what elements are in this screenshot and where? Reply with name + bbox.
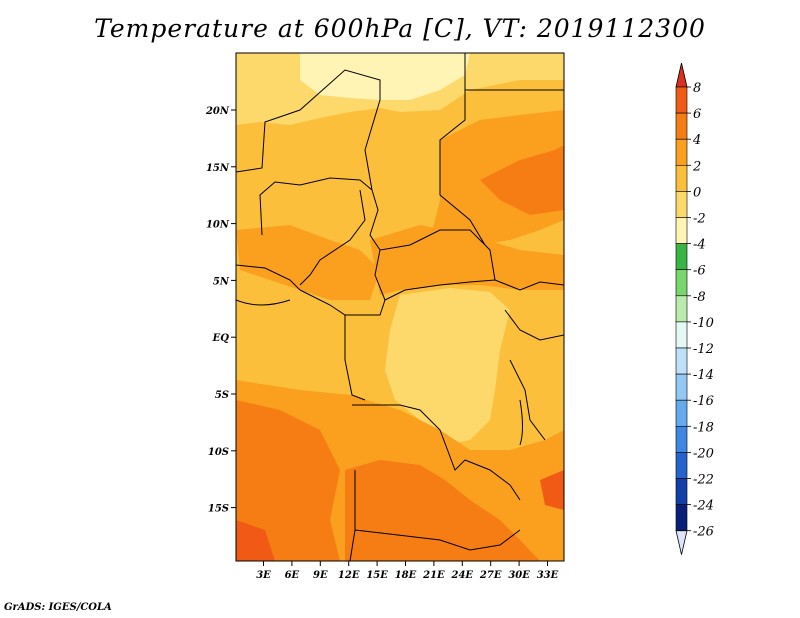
colorbar-bottom-triangle [675, 530, 688, 555]
colorbar-label: -26 [693, 525, 714, 540]
field-4-to-6-sudan [480, 145, 564, 215]
longitude-axis: 3E 6E 9E 12E 15E 18E 21E 24E 27E 30E 33E [256, 561, 559, 581]
colorbar-label: -6 [693, 264, 706, 279]
colorbar-segment [675, 165, 688, 192]
colorbar-top-triangle [675, 62, 688, 88]
field-6-to-8-southwest [236, 520, 275, 561]
colorbar: 8 6 4 2 0 -2 -4 -6 -8 -10 -12 -14 -16 -18 -20 -22 -24 -26 [675, 62, 714, 555]
colorbar-segment [675, 295, 688, 323]
colorbar-label: -18 [693, 420, 714, 435]
lat-tick-label: 20N [205, 106, 230, 117]
colorbar-segment [675, 86, 688, 114]
lat-tick-label: EQ [212, 333, 230, 344]
lon-tick-label: 9E [313, 570, 328, 581]
lat-tick-label: 10S [208, 447, 229, 458]
colorbar-segment [675, 452, 688, 479]
colorbar-label: -10 [693, 316, 714, 331]
field-minus4-to-minus2 [300, 53, 470, 100]
colorbar-segment [675, 269, 688, 297]
colorbar-segment [675, 478, 688, 505]
lat-tick-label: 5N [213, 276, 230, 287]
colorbar-label: 2 [692, 159, 701, 174]
colorbar-label: -16 [693, 394, 714, 409]
temperature-field [236, 53, 564, 561]
field-4-to-6-south [345, 460, 540, 561]
lat-tick-label: 15N [206, 163, 230, 174]
lat-tick-label: 10N [206, 220, 230, 231]
colorbar-segment [675, 399, 688, 427]
lon-tick-label: 18E [395, 570, 417, 581]
lon-tick-label: 3E [256, 570, 271, 581]
colorbar-segment [675, 347, 688, 375]
lon-tick-label: 15E [366, 570, 388, 581]
grads-credit: GrADS: IGES/COLA [4, 602, 112, 613]
colorbar-label: -22 [693, 473, 714, 488]
colorbar-segment [675, 217, 688, 244]
lon-tick-label: 27E [479, 570, 502, 581]
latitude-axis: 20N 15N 10N 5N EQ 5S 10S 15S [205, 106, 236, 515]
lon-tick-label: 6E [285, 570, 300, 581]
lon-tick-label: 24E [451, 570, 474, 581]
colorbar-segment [675, 425, 688, 453]
colorbar-segment [675, 504, 688, 532]
colorbar-label: -4 [693, 238, 706, 253]
lat-tick-label: 15S [208, 504, 229, 515]
field-6-to-8-east [540, 470, 564, 510]
field-2-to-4-west [236, 225, 380, 300]
field-minus2-to-0-congo [385, 288, 510, 445]
colorbar-segment [675, 191, 688, 218]
colorbar-label: -12 [693, 342, 714, 357]
lon-tick-label: 12E [338, 570, 360, 581]
colorbar-label: 8 [693, 81, 701, 96]
colorbar-segment [675, 243, 688, 271]
colorbar-segment [675, 112, 688, 140]
field-2-to-4-central [370, 225, 564, 295]
colorbar-label: -20 [693, 446, 714, 461]
chart-title: Temperature at 600hPa [C], VT: 201911230… [94, 14, 706, 43]
field-4-to-6-southwest [236, 400, 340, 561]
lon-tick-label: 21E [422, 570, 445, 581]
map-frame [235, 52, 565, 562]
colorbar-label: -2 [693, 212, 706, 227]
colorbar-label: 0 [693, 185, 701, 200]
colorbar-segment [675, 138, 688, 166]
colorbar-segment [675, 373, 688, 401]
colorbar-label: -24 [693, 499, 714, 514]
lon-tick-label: 30E [508, 570, 530, 581]
colorbar-label: 4 [692, 133, 701, 148]
colorbar-label: -8 [693, 290, 706, 305]
country-borders [236, 53, 564, 561]
colorbar-segment [675, 321, 688, 349]
colorbar-label: 6 [693, 107, 701, 122]
lon-tick-label: 33E [537, 570, 559, 581]
colorbar-label: -14 [693, 368, 714, 383]
lat-tick-label: 5S [215, 390, 229, 401]
